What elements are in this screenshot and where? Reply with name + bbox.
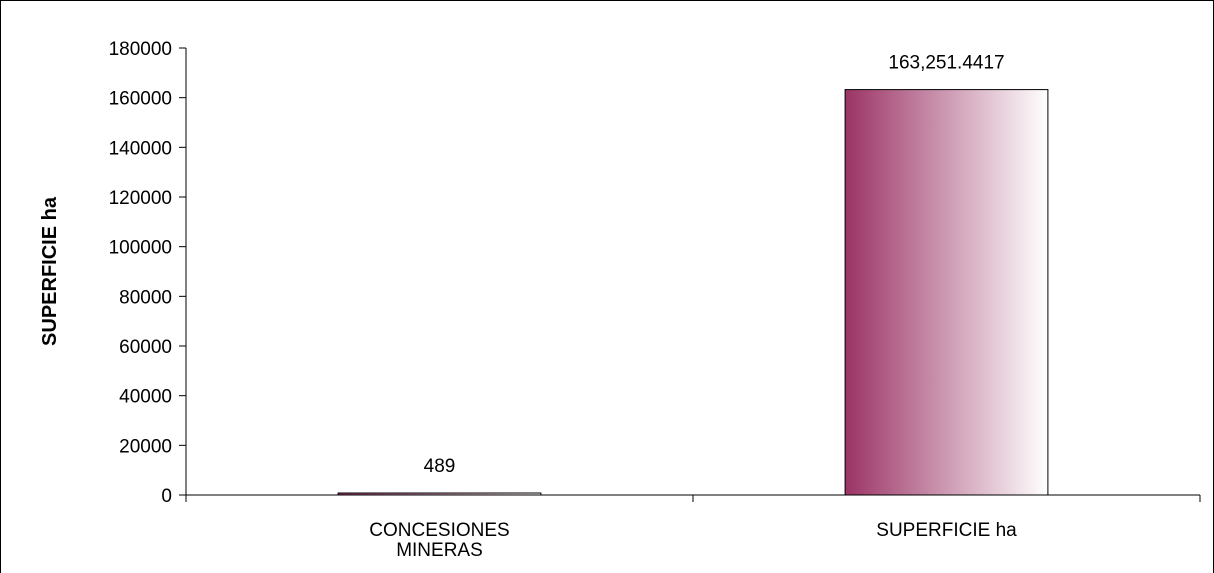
y-tick-label: 160000 xyxy=(109,89,172,110)
y-tick-label: 0 xyxy=(161,486,172,507)
x-category-label: CONCESIONES xyxy=(369,520,509,541)
y-axis: 0 20000 40000 60000 80000 100000 120000 140000 1… xyxy=(109,39,187,507)
x-axis xyxy=(185,494,1201,502)
y-tick-label: 60000 xyxy=(119,337,172,358)
bar xyxy=(337,492,542,496)
data-label: 163,251.4417 xyxy=(888,53,1004,74)
y-tick-label: 120000 xyxy=(109,188,172,209)
x-category-label: SUPERFICIE ha xyxy=(876,520,1017,541)
y-tick-label: 100000 xyxy=(109,238,172,259)
y-axis-title-group: SUPERFICIE ha xyxy=(39,196,61,346)
y-axis-title: SUPERFICIE ha xyxy=(39,196,61,346)
bar xyxy=(844,89,1049,496)
x-category-label: MINERAS xyxy=(396,540,483,561)
y-tick-label: 180000 xyxy=(109,39,172,60)
y-tick-label: 80000 xyxy=(119,287,172,308)
data-labels: 489 163,251.4417 xyxy=(424,53,1005,477)
y-tick-label: 40000 xyxy=(119,387,172,408)
data-label: 489 xyxy=(424,456,456,477)
y-tick-label: 20000 xyxy=(119,436,172,457)
y-tick-label: 140000 xyxy=(109,138,172,159)
bars xyxy=(337,89,1049,496)
